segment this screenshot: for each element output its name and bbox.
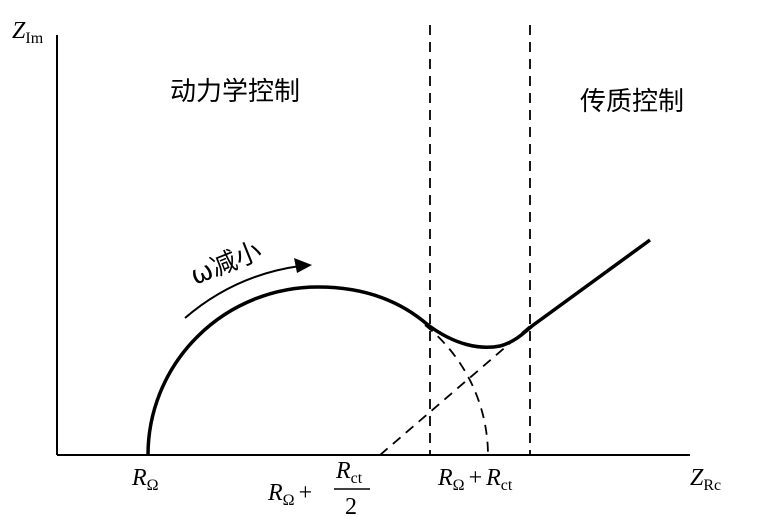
x-axis-label: ZRc: [690, 465, 721, 494]
label-part: ct: [501, 477, 513, 494]
x-mark-label: RΩ: [131, 465, 159, 494]
label-part: +: [299, 480, 313, 506]
label-part: R: [267, 480, 283, 506]
region-label: 动力学控制: [170, 77, 300, 107]
label-part: R: [437, 465, 453, 491]
semicircle-extension: [424, 324, 489, 456]
label-part: Ω: [283, 492, 295, 509]
label-part: Ω: [147, 477, 159, 494]
fraction-numerator: Rct: [335, 458, 363, 487]
warburg-extension: [379, 325, 531, 456]
region-label: 传质控制: [580, 87, 684, 117]
label-part: R: [335, 458, 351, 484]
arrow-label: ω减小: [186, 236, 266, 291]
label-part: Z: [12, 18, 26, 44]
label-part: +: [469, 465, 483, 491]
y-axis-label: ZIm: [12, 18, 44, 47]
label-part: R: [131, 465, 147, 491]
label-part: Im: [25, 30, 43, 47]
label-part: Z: [690, 465, 704, 491]
x-mark-label: RΩ + Rct: [437, 465, 513, 494]
arrow: [184, 265, 301, 319]
x-mark-label: RΩ +: [267, 480, 312, 509]
label-part: Rc: [703, 477, 721, 494]
fraction-denominator: 2: [345, 494, 357, 519]
arrow-head: [294, 258, 312, 273]
impedance-curve: [146, 238, 652, 456]
label-part: Ω: [453, 477, 465, 494]
label-part: ct: [351, 470, 363, 487]
label-part: R: [485, 465, 501, 491]
